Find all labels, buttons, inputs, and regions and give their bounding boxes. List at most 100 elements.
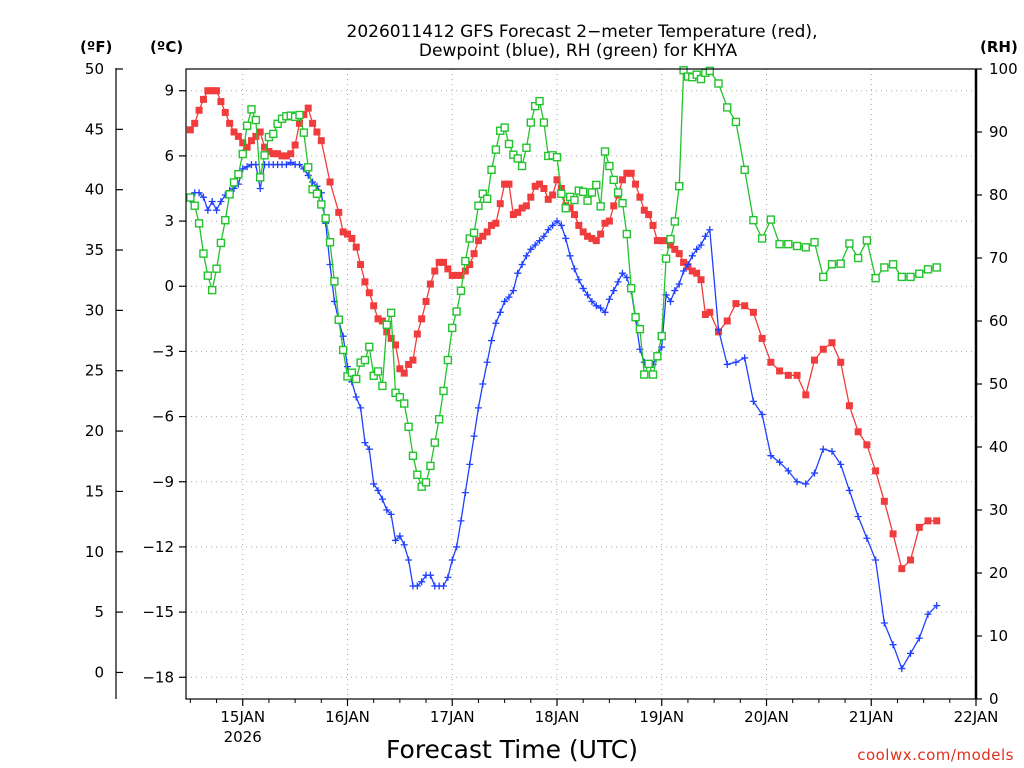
rh-point	[478, 189, 487, 198]
dewpoint-point	[457, 517, 465, 525]
celsius-tick-label: 3	[164, 212, 174, 230]
rh-tick-label: 50	[989, 375, 1008, 393]
dewpoint-point	[501, 297, 509, 305]
dewpoint-point	[828, 447, 836, 455]
temperature-point	[444, 265, 452, 273]
temperature-point	[693, 269, 701, 277]
dewpoint-point	[444, 573, 452, 581]
dewpoint-point	[505, 293, 513, 301]
rh-point	[360, 355, 370, 365]
temperature-point	[230, 128, 238, 136]
temperature-point	[221, 108, 229, 116]
rh-tick-label: 30	[989, 501, 1008, 519]
rh-point	[456, 286, 466, 295]
temperature-point	[291, 141, 299, 149]
rh-point	[338, 345, 348, 355]
celsius-tick-label: 0	[164, 277, 174, 295]
temperature-point	[199, 95, 207, 103]
dewpoint-point	[396, 532, 404, 540]
dewpoint-point	[483, 358, 491, 366]
chart-title-line1: 2026011412 GFS Forecast 2−meter Temperat…	[347, 22, 818, 42]
temperature-point	[496, 200, 504, 208]
dewpoint-point	[392, 536, 400, 544]
rh-point	[299, 128, 309, 137]
rh-point	[500, 123, 509, 132]
dewpoint-point	[933, 602, 941, 610]
rh-point	[522, 143, 531, 152]
rh-point	[251, 115, 261, 125]
fahrenheit-tick-label: 5	[94, 603, 104, 621]
temperature-point	[370, 302, 378, 310]
rh-point	[517, 161, 527, 171]
rh-point	[880, 263, 889, 272]
rh-point	[923, 265, 933, 274]
temperature-point	[749, 308, 757, 316]
dewpoint-point	[304, 171, 312, 179]
rh-point	[827, 260, 837, 269]
dewpoint-point	[256, 184, 264, 192]
dewpoint-point	[466, 460, 474, 468]
temperature-point	[208, 87, 216, 95]
rh-point	[452, 307, 461, 316]
temperature-point	[601, 219, 609, 227]
rh-point	[378, 381, 387, 391]
fahrenheit-unit-label: (ºF)	[80, 38, 112, 56]
temperature-point	[680, 258, 688, 266]
rh-point	[207, 285, 217, 295]
dewpoint-point	[880, 619, 888, 627]
dewpoint-point	[562, 234, 570, 242]
rh-point	[304, 163, 313, 172]
rh-point	[194, 219, 204, 228]
temperature-point	[610, 202, 618, 210]
temperature-point	[549, 191, 557, 199]
rh-point	[386, 308, 396, 318]
dewpoint-point	[741, 354, 749, 362]
temperature-point	[933, 517, 941, 525]
dewpoint-point	[732, 358, 740, 366]
dewpoint-point	[514, 269, 522, 277]
temperature-point	[915, 523, 923, 531]
temperature-point	[706, 308, 714, 316]
rh-point	[330, 277, 339, 286]
rh-point	[317, 200, 326, 209]
temperature-point	[640, 206, 648, 214]
dewpoint-point	[706, 226, 714, 234]
temperature-point	[492, 219, 500, 227]
temperature-point	[767, 358, 775, 366]
dewpoint-point	[540, 232, 548, 240]
rh-point	[421, 478, 431, 487]
temperature-point	[501, 180, 509, 188]
fahrenheit-tick-label: 30	[85, 301, 104, 319]
dewpoint-point	[863, 534, 871, 542]
rh-point	[260, 151, 269, 160]
rh-tick-label: 60	[989, 312, 1008, 330]
temperature-point	[309, 119, 317, 127]
dewpoint-point	[898, 665, 906, 673]
temperature-series	[186, 87, 941, 573]
rh-tick-label: 90	[989, 123, 1008, 141]
x-tick-label: 18JAN	[535, 708, 580, 726]
temperature-point	[418, 315, 426, 323]
rh-point	[609, 175, 618, 185]
dewpoint-point	[204, 206, 212, 214]
temperature-point	[514, 208, 522, 216]
temperature-point	[566, 204, 574, 212]
rh-point	[626, 284, 636, 293]
rh-point	[766, 215, 776, 224]
dewpoint-point	[492, 319, 500, 327]
temperature-point	[845, 402, 853, 410]
temperature-point	[688, 267, 696, 275]
temperature-point	[396, 365, 404, 373]
temperature-point	[392, 341, 400, 349]
temperature-point	[256, 128, 264, 136]
rh-point	[775, 239, 784, 249]
temperature-point	[636, 193, 644, 201]
dewpoint-point	[845, 486, 853, 494]
fahrenheit-tick-label: 10	[85, 543, 104, 561]
temperature-point	[662, 237, 670, 245]
rh-point	[862, 236, 872, 245]
rh-point	[465, 234, 474, 243]
temperature-point	[453, 271, 461, 279]
rh-point	[757, 234, 767, 243]
celsius-tick-label: −15	[142, 603, 174, 621]
